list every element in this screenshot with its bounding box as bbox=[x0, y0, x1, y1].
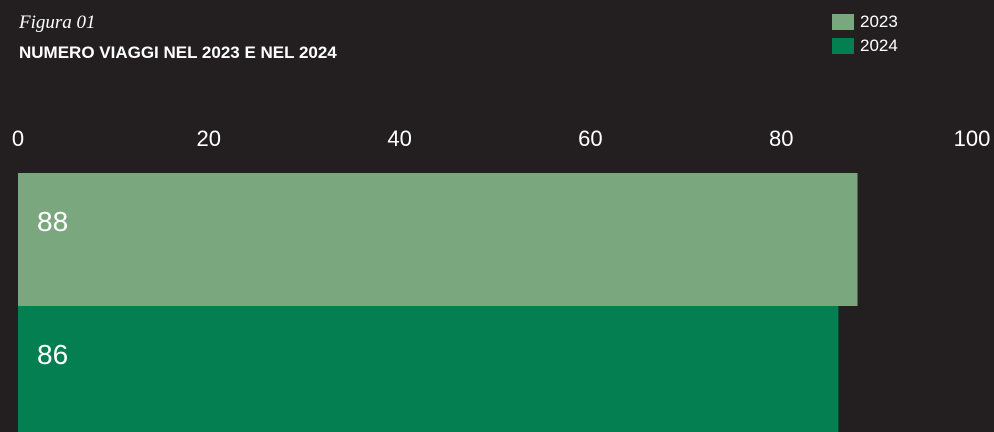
x-tick-label: 20 bbox=[197, 126, 221, 151]
legend-swatch-2024 bbox=[832, 38, 854, 54]
x-tick-label: 80 bbox=[769, 126, 793, 151]
legend-item-2023: 2023 bbox=[832, 10, 898, 34]
legend-label-2023: 2023 bbox=[860, 12, 898, 31]
chart-title: NUMERO VIAGGI NEL 2023 E NEL 2024 bbox=[19, 43, 337, 62]
legend-label-2024: 2024 bbox=[860, 36, 898, 55]
legend-item-2024: 2024 bbox=[832, 34, 898, 58]
figure-label: Figura 01 bbox=[19, 12, 96, 33]
x-tick-label: 40 bbox=[387, 126, 411, 151]
bar-2024 bbox=[18, 306, 839, 432]
legend-swatch-2023 bbox=[832, 14, 854, 30]
legend: 2023 2024 bbox=[832, 10, 898, 58]
bar-value-label-2024: 86 bbox=[37, 339, 68, 370]
bar-2023 bbox=[18, 173, 858, 306]
x-tick-label: 0 bbox=[12, 126, 24, 151]
x-tick-label: 100 bbox=[954, 126, 991, 151]
bar-value-label-2023: 88 bbox=[37, 206, 68, 237]
x-tick-label: 60 bbox=[578, 126, 602, 151]
